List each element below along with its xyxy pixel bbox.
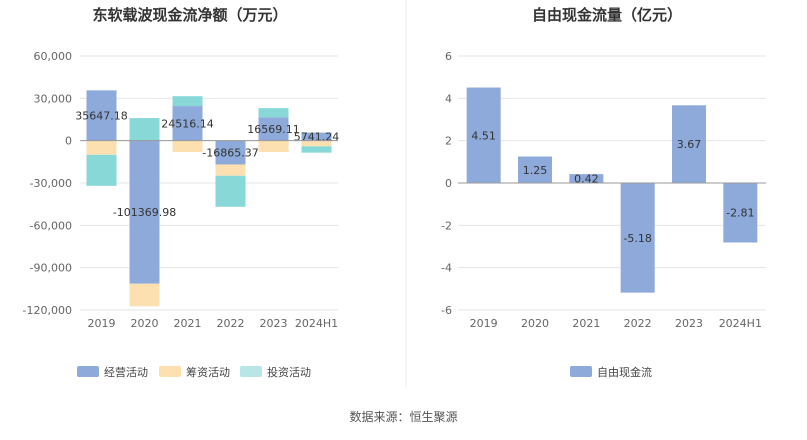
left-grid xyxy=(80,55,338,311)
y-tick-label: -90,000 xyxy=(30,262,72,275)
bar-fcf-2023[interactable] xyxy=(672,105,706,183)
legend-swatch-investing[interactable] xyxy=(240,366,262,377)
data-label-2019: 35647.18 xyxy=(75,110,128,123)
bar-financing-2024H1[interactable] xyxy=(301,140,332,147)
bar-fcf-2019[interactable] xyxy=(466,87,501,183)
right-axis: 6 4 2 0 -2 -4 -6 2019 2020 2021 2022 2023 2024H1 xyxy=(441,50,766,330)
y-tick-label: 30,000 xyxy=(34,92,73,105)
y-tick-label: 4 xyxy=(445,92,452,105)
legend-label-financing[interactable]: 筹资活动 xyxy=(186,365,230,379)
y-tick-label: -120,000 xyxy=(23,304,72,317)
bar-operating-2021[interactable] xyxy=(172,106,203,141)
bar-financing-2023[interactable] xyxy=(258,140,289,152)
y-tick-label: 6 xyxy=(445,50,452,63)
x-tick-label: 2022 xyxy=(217,317,245,330)
left-data-labels: 35647.18 -101369.98 24516.14 -16865.37 16569… xyxy=(75,110,339,220)
x-tick-label: 2024H1 xyxy=(719,317,762,330)
bar-investing-2024H1[interactable] xyxy=(301,146,332,153)
bar-investing-2019[interactable] xyxy=(86,154,117,186)
left-chart-title: 东软载波现金流净额（万元） xyxy=(92,6,287,24)
y-tick-label: -6 xyxy=(441,304,452,317)
data-label-2020: -101369.98 xyxy=(113,206,176,219)
source-note: 数据来源：恒生聚源 xyxy=(349,410,458,424)
x-tick-label: 2024H1 xyxy=(295,317,338,330)
y-tick-label: 60,000 xyxy=(34,50,73,63)
right-bars xyxy=(466,87,758,293)
y-tick-label: 0 xyxy=(445,177,452,190)
x-tick-label: 2020 xyxy=(131,317,159,330)
data-label-2024H1: -2.81 xyxy=(726,207,754,220)
data-label-2024H1: 5741.24 xyxy=(294,131,340,144)
left-legend: 经营活动 筹资活动 投资活动 xyxy=(77,365,311,379)
x-tick-label: 2021 xyxy=(572,317,600,330)
bar-operating-2023[interactable] xyxy=(258,117,289,141)
right-chart-title: 自由现金流量（亿元） xyxy=(532,6,682,24)
bar-fcf-2020[interactable] xyxy=(518,156,552,183)
bar-investing-2023[interactable] xyxy=(258,108,289,118)
legend-swatch-operating[interactable] xyxy=(77,366,99,377)
data-label-2023: 3.67 xyxy=(677,138,702,151)
data-label-2023: 16569.11 xyxy=(247,123,300,136)
bar-financing-2020[interactable] xyxy=(129,283,160,307)
x-tick-label: 2023 xyxy=(675,317,703,330)
y-tick-label: 0 xyxy=(65,135,72,148)
y-tick-label: -4 xyxy=(441,262,452,275)
data-label-2020: 1.25 xyxy=(523,164,548,177)
y-tick-label: -60,000 xyxy=(30,219,72,232)
bar-operating-2022[interactable] xyxy=(215,140,246,165)
x-tick-label: 2020 xyxy=(521,317,549,330)
bar-fcf-2021[interactable] xyxy=(569,174,604,183)
x-tick-label: 2023 xyxy=(260,317,288,330)
bar-operating-2019[interactable] xyxy=(86,90,117,141)
bar-financing-2022[interactable] xyxy=(215,164,246,176)
data-label-2021: 0.42 xyxy=(574,173,599,186)
right-data-labels: 4.51 1.25 0.42 -5.18 3.67 -2.81 xyxy=(471,129,754,245)
legend-label-fcf[interactable]: 自由现金流 xyxy=(597,365,652,379)
data-label-2022: -16865.37 xyxy=(202,147,258,160)
data-label-2019: 4.51 xyxy=(471,129,496,142)
legend-label-investing[interactable]: 投资活动 xyxy=(267,365,311,379)
right-legend: 自由现金流 xyxy=(570,365,652,379)
bar-operating-2024H1[interactable] xyxy=(301,132,332,141)
left-axis: 60,000 30,000 0 -30,000 -60,000 -90,000 -120,0… xyxy=(23,50,339,330)
data-label-2021: 24516.14 xyxy=(161,117,214,130)
y-tick-label: 2 xyxy=(445,135,452,148)
legend-swatch-financing[interactable] xyxy=(159,366,181,377)
data-label-2022: -5.18 xyxy=(623,232,651,245)
bar-fcf-2022[interactable] xyxy=(620,183,655,293)
bar-investing-2020[interactable] xyxy=(129,118,160,141)
bar-financing-2019[interactable] xyxy=(86,140,117,155)
bar-fcf-2024H1[interactable] xyxy=(723,183,758,243)
y-tick-label: -30,000 xyxy=(30,177,72,190)
bar-investing-2022[interactable] xyxy=(215,175,246,207)
left-bars xyxy=(86,90,332,307)
legend-label-operating[interactable]: 经营活动 xyxy=(104,365,148,379)
x-tick-label: 2019 xyxy=(88,317,116,330)
x-tick-label: 2019 xyxy=(470,317,498,330)
x-tick-label: 2021 xyxy=(174,317,202,330)
bar-financing-2021[interactable] xyxy=(172,140,203,152)
legend-swatch-fcf[interactable] xyxy=(570,366,592,377)
bar-operating-2020[interactable] xyxy=(129,140,160,284)
bar-investing-2021[interactable] xyxy=(172,96,203,107)
y-tick-label: -2 xyxy=(441,219,452,232)
x-tick-label: 2022 xyxy=(624,317,652,330)
